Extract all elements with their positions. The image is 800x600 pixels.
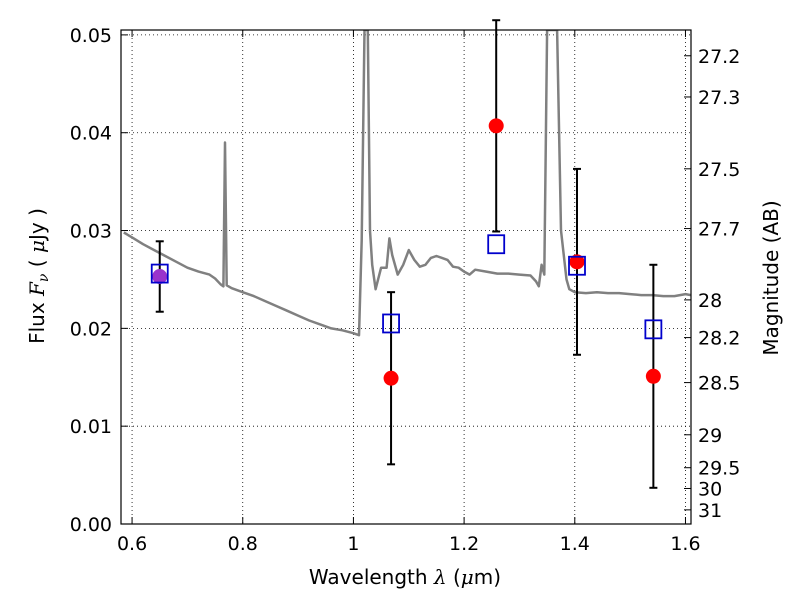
observed-point — [569, 254, 585, 270]
y2-tick-label: 27.2 — [698, 46, 740, 68]
y2-tick-label: 29 — [698, 425, 722, 447]
y-tick-label: 0.03 — [70, 221, 112, 243]
y2-axis-label: Magnitude (AB) — [759, 200, 783, 355]
plot-border — [120, 29, 692, 525]
x-tick-label: 1.4 — [560, 533, 590, 555]
observed-point — [383, 370, 399, 386]
observed-point — [645, 368, 661, 384]
y2-tick-label: 28 — [698, 290, 722, 312]
y-axis-label: Flux Fν ( μJy ) — [25, 208, 52, 344]
observed-point — [152, 269, 168, 285]
y2-tick-label: 29.5 — [698, 458, 740, 480]
y-tick-label: 0.02 — [70, 318, 112, 340]
x-tick-label: 0.6 — [117, 533, 147, 555]
y2-tick-label: 30 — [698, 478, 722, 500]
y2-tick-label: 31 — [698, 500, 722, 522]
observed-point — [488, 118, 504, 134]
synthetic-points — [150, 234, 663, 340]
y2-tick-label: 28.5 — [698, 373, 740, 395]
synthetic-point — [644, 319, 663, 340]
x-tick-label: 1.2 — [449, 533, 479, 555]
model-spectrum — [123, 30, 691, 337]
x-axis-ticks: 0.6 0.8 1 1.2 1.4 1.6 — [117, 30, 701, 555]
y-tick-label: 0.05 — [70, 25, 112, 47]
y-axis-ticks: 0.00 0.01 0.02 0.03 0.04 0.05 — [70, 25, 128, 536]
y2-tick-label: 27.5 — [698, 159, 740, 181]
grid — [121, 30, 691, 525]
synthetic-point — [150, 263, 169, 284]
x-tick-label: 1 — [347, 533, 359, 555]
y-tick-label: 0.04 — [70, 123, 112, 145]
y2-tick-label: 27.7 — [698, 219, 740, 241]
y2-tick-label: 27.3 — [698, 87, 740, 109]
synthetic-point — [568, 255, 586, 276]
model-spectrum-line — [123, 30, 691, 337]
y-tick-label: 0.01 — [70, 416, 112, 438]
plot-frame — [120, 29, 692, 525]
observed-points — [152, 118, 661, 386]
x-axis-label: Wavelength λ (μm) — [309, 565, 501, 589]
y2-tick-label: 28.2 — [698, 328, 740, 350]
synthetic-point — [487, 234, 506, 255]
synthetic-point — [382, 313, 400, 334]
x-tick-label: 1.6 — [670, 533, 700, 555]
x-tick-label: 0.8 — [228, 533, 258, 555]
y-tick-label: 0.00 — [70, 514, 112, 536]
